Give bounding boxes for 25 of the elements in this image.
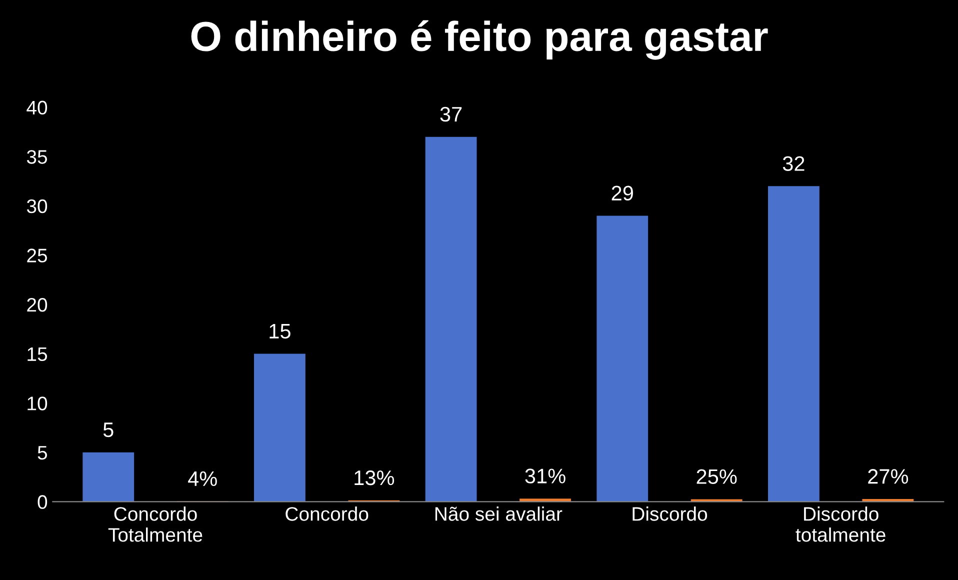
data-label: 25%: [696, 469, 737, 484]
y-tick-label: 25: [27, 248, 48, 262]
x-tick-label: Concordo Totalmente: [108, 506, 202, 542]
x-tick-label: Discordo totalmente: [796, 506, 886, 542]
y-tick-label: 35: [26, 150, 48, 164]
data-label: 37: [440, 106, 462, 122]
y-tick-label: 0: [38, 495, 48, 509]
x-tick-label: Não sei avaliar: [435, 506, 562, 521]
y-tick-label: 15: [28, 347, 48, 362]
x-tick-label: Concordo: [286, 506, 368, 521]
data-label: 5: [103, 422, 114, 438]
y-tick-label: 10: [28, 396, 48, 410]
chart-title: O dinheiro é feito para gastar: [191, 20, 768, 60]
y-tick-label: 20: [27, 298, 48, 312]
data-label: 15: [270, 324, 290, 339]
data-label: 4%: [188, 471, 217, 486]
data-label: 32: [782, 156, 804, 171]
x-tick-label: Discordo: [632, 506, 708, 521]
y-tick-label: 5: [38, 446, 48, 460]
y-tick-label: 40: [26, 100, 48, 115]
data-label: 31%: [525, 468, 566, 484]
data-label: 13%: [354, 470, 394, 486]
data-label: 27%: [868, 469, 908, 484]
y-tick-label: 30: [26, 199, 48, 214]
data-label: 29: [612, 186, 633, 201]
